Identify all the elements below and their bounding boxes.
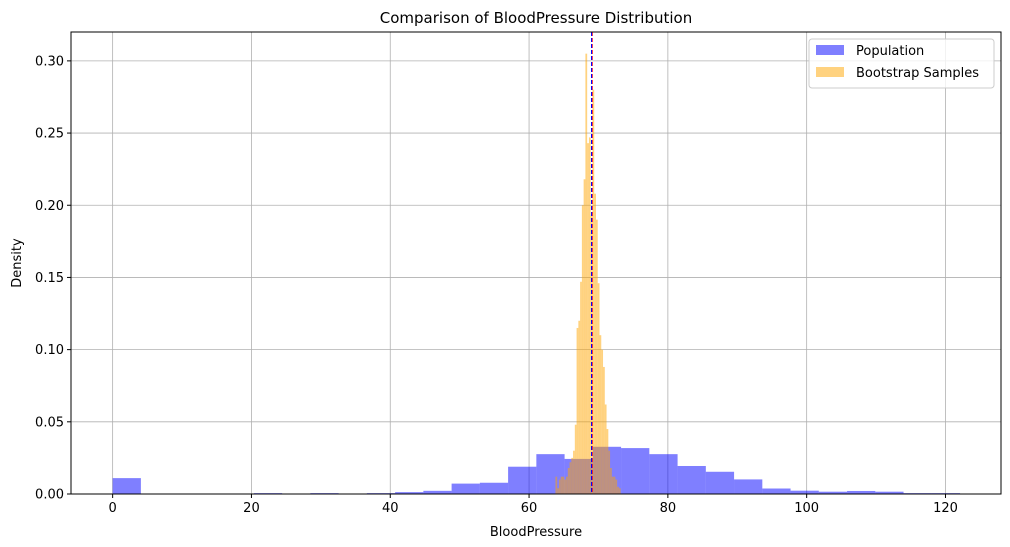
- bootstrap-bar: [580, 281, 582, 494]
- axis-ticks: 0 20 40 60 80 100 120 0.00 0.05 0.10 0.15 0.20 0.25 0…: [35, 54, 958, 516]
- bootstrap-bar: [613, 476, 616, 494]
- x-axis-label: BloodPressure: [490, 525, 582, 540]
- bootstrap-bar: [592, 89, 595, 494]
- x-tick-label: 60: [521, 501, 538, 516]
- y-tick-label: 0.15: [35, 271, 64, 286]
- bootstrap-bar: [557, 488, 559, 494]
- x-tick-label: 40: [382, 501, 399, 516]
- bootstrap-bar: [611, 476, 614, 494]
- bootstrap-bar: [590, 215, 593, 494]
- bootstrap-bar: [574, 424, 577, 494]
- bootstrap-bar: [564, 479, 567, 494]
- population-bar: [734, 479, 763, 494]
- bootstrap-bar: [601, 349, 604, 494]
- population-bars: [112, 446, 961, 494]
- population-bar: [705, 471, 735, 494]
- grid-lines: [71, 32, 1001, 495]
- chart-title: Comparison of BloodPressure Distribution: [380, 9, 692, 27]
- bootstrap-bar: [615, 479, 618, 494]
- population-bar: [762, 488, 791, 494]
- bootstrap-bar: [606, 429, 609, 494]
- bootstrap-bar: [587, 143, 589, 494]
- bootstrap-bar: [555, 476, 558, 494]
- x-tick-label: 100: [794, 501, 819, 516]
- bootstrap-bar: [610, 468, 612, 494]
- legend: Population Bootstrap Samples: [808, 38, 995, 89]
- y-tick-label: 0.05: [35, 415, 64, 430]
- bootstrap-bar: [585, 53, 588, 494]
- bootstrap-bar: [604, 404, 607, 494]
- bootstrap-bar: [569, 462, 572, 494]
- population-bar: [649, 454, 678, 494]
- population-bar: [423, 490, 452, 494]
- x-tick-label: 20: [243, 501, 260, 516]
- bootstrap-bar: [558, 479, 561, 494]
- legend-label-bootstrap: Bootstrap Samples: [856, 66, 979, 81]
- bootstrap-bar: [588, 137, 591, 495]
- population-bar: [395, 492, 424, 494]
- bootstrap-bar: [603, 366, 605, 494]
- y-axis-label: Density: [10, 238, 25, 288]
- bootstrap-bar: [597, 283, 600, 494]
- y-tick-label: 0.20: [35, 199, 64, 214]
- bootstrap-bar: [618, 488, 621, 494]
- population-bar: [621, 448, 650, 494]
- mean-lines: [591, 32, 593, 494]
- bootstrap-bar: [573, 450, 575, 494]
- y-tick-label: 0.25: [35, 127, 64, 142]
- bootstrap-bar: [581, 205, 584, 494]
- population-bar: [677, 465, 706, 494]
- population-bar: [818, 491, 848, 494]
- bootstrap-bar: [571, 457, 574, 494]
- x-tick-label: 0: [109, 501, 117, 516]
- x-tick-label: 80: [660, 501, 677, 516]
- y-tick-label: 0.10: [35, 343, 64, 358]
- bootstrap-bar: [617, 486, 619, 494]
- population-bar: [847, 490, 876, 494]
- bootstrap-bar: [560, 476, 563, 494]
- bootstrap-bar: [599, 335, 602, 494]
- y-tick-label: 0.00: [35, 488, 64, 503]
- x-tick-label: 120: [933, 501, 958, 516]
- population-bar: [479, 482, 509, 494]
- bootstrap-bar: [566, 476, 568, 494]
- bootstrap-bar: [578, 320, 581, 494]
- population-bar: [790, 490, 819, 494]
- population-bar: [875, 491, 904, 494]
- legend-swatch-population: [816, 45, 844, 55]
- population-bar: [112, 478, 141, 494]
- legend-label-population: Population: [856, 44, 924, 59]
- legend-swatch-bootstrap: [816, 67, 844, 77]
- y-tick-label: 0.30: [35, 54, 64, 69]
- bootstrap-bar: [576, 327, 579, 494]
- bootstrap-bar: [583, 179, 586, 494]
- bootstrap-bar: [594, 193, 596, 494]
- bootstrap-bar: [595, 219, 598, 494]
- legend-box: [808, 38, 995, 89]
- bootstrap-bar: [608, 450, 611, 494]
- bootstrap-bars: [555, 53, 621, 495]
- bootstrap-bar: [562, 476, 565, 494]
- bootstrap-bar: [567, 468, 570, 494]
- plot-frame: [70, 31, 1002, 495]
- population-bar: [451, 483, 480, 494]
- population-bar: [508, 466, 537, 494]
